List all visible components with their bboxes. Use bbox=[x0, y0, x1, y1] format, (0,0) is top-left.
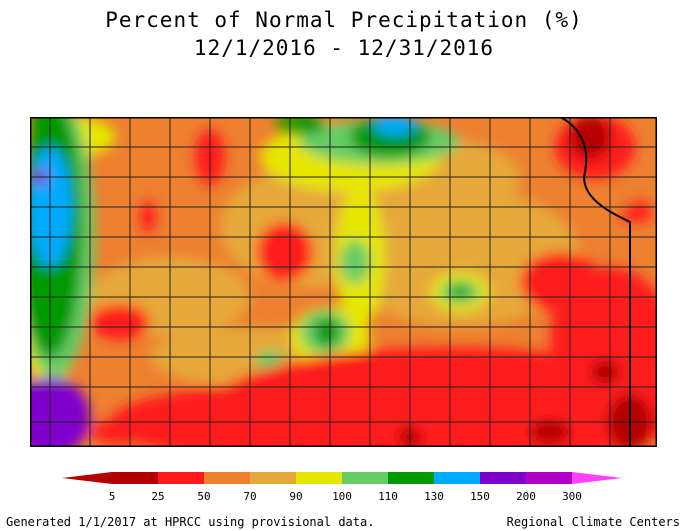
legend-swatch bbox=[158, 472, 204, 484]
legend-tick-label: 100 bbox=[332, 490, 352, 503]
legend-tick-label: 300 bbox=[562, 490, 582, 503]
legend-tick-label: 110 bbox=[378, 490, 398, 503]
legend-swatch bbox=[204, 472, 250, 484]
county-boundaries bbox=[30, 117, 657, 447]
date-range-subtitle: 12/1/2016 - 12/31/2016 bbox=[193, 36, 495, 60]
legend-arrow-low bbox=[62, 472, 112, 484]
legend-tick-label: 25 bbox=[151, 490, 164, 503]
legend-tick-label: 130 bbox=[424, 490, 444, 503]
legend-swatch bbox=[434, 472, 480, 484]
source-credit: Regional Climate Centers bbox=[506, 515, 680, 529]
legend-swatch bbox=[388, 472, 434, 484]
legend-svg: 5 25 50 70 90 100 110 130 150 200 300 bbox=[62, 472, 622, 503]
legend-swatch bbox=[296, 472, 342, 484]
precipitation-map bbox=[29, 116, 658, 448]
map-title: Percent of Normal Precipitation (%) bbox=[105, 8, 583, 32]
legend-swatch bbox=[480, 472, 526, 484]
legend-tick-label: 70 bbox=[243, 490, 256, 503]
precip-fields bbox=[30, 117, 657, 447]
missouri-river-border bbox=[559, 117, 631, 447]
generated-note: Generated 1/1/2017 at HPRCC using provis… bbox=[6, 515, 375, 529]
legend-swatch bbox=[250, 472, 296, 484]
legend-arrow-high bbox=[572, 472, 622, 484]
state-border bbox=[29, 116, 658, 448]
legend-tick-label: 90 bbox=[289, 490, 302, 503]
legend-tick-label: 200 bbox=[516, 490, 536, 503]
map-svg bbox=[29, 116, 658, 448]
legend-tick-label: 150 bbox=[470, 490, 490, 503]
legend-swatch bbox=[112, 472, 158, 484]
legend-tick-label: 50 bbox=[197, 490, 210, 503]
color-legend: 5 25 50 70 90 100 110 130 150 200 300 bbox=[62, 470, 622, 504]
legend-tick-label: 5 bbox=[109, 490, 116, 503]
legend-swatch bbox=[342, 472, 388, 484]
legend-swatch bbox=[526, 472, 572, 484]
